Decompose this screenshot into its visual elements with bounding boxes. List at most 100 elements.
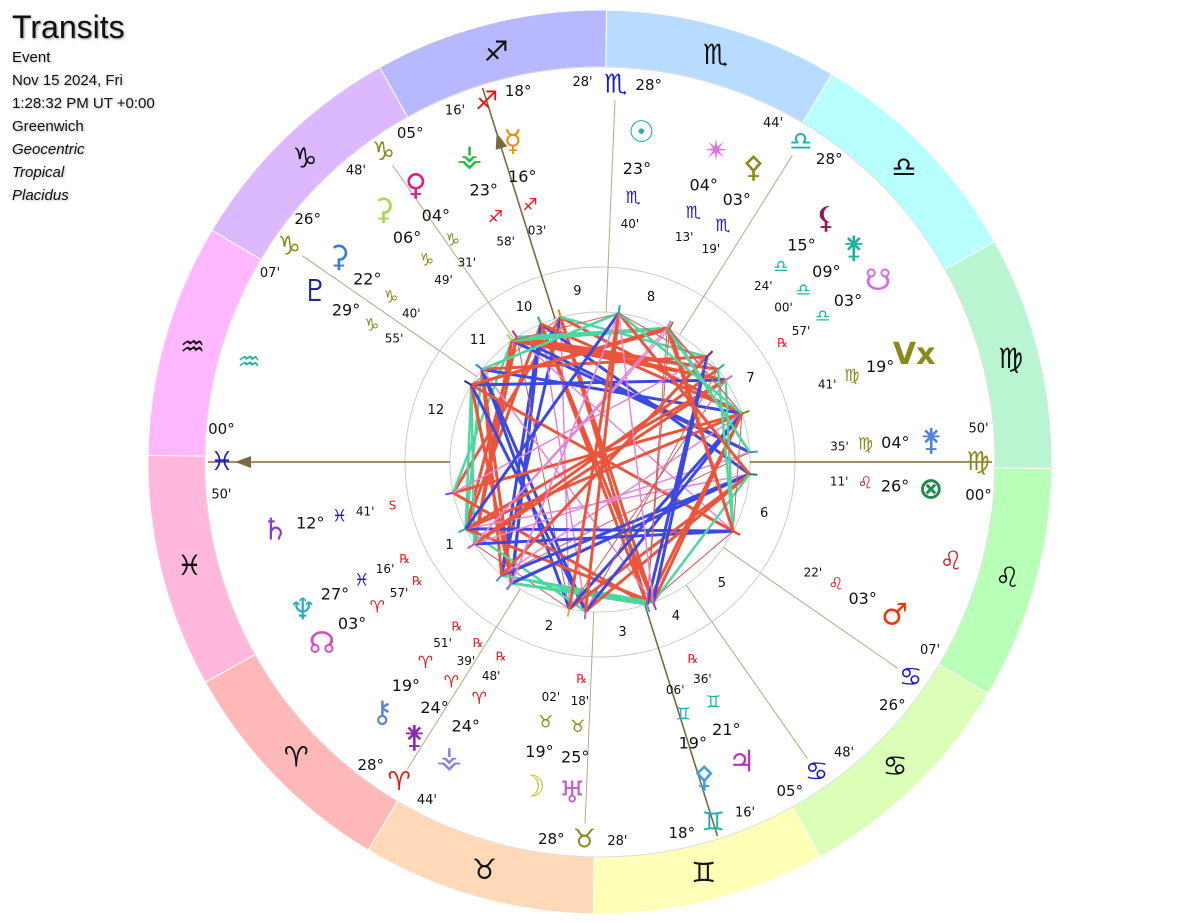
body-minute: 41' — [356, 504, 375, 518]
header-setting: Tropical — [12, 164, 65, 181]
body-degree: 03° — [848, 589, 876, 608]
body-degree: 19° — [679, 734, 707, 753]
body-degree: 03° — [338, 614, 366, 633]
body-tick — [741, 410, 750, 415]
cusp-minute: 48' — [346, 163, 366, 178]
body-glyph: ⚵︎ — [920, 423, 942, 458]
cusp-minute: 28' — [607, 834, 627, 849]
body-minute: 55' — [385, 332, 404, 346]
body-sign: ♑︎ — [445, 231, 460, 251]
body-glyph: ☊︎ — [309, 626, 336, 661]
cusp-minute: 50' — [968, 421, 988, 436]
body-sign: ♈︎ — [444, 673, 459, 693]
body-sign: ♉︎ — [538, 712, 553, 732]
body-glyph: ⚴︎ — [742, 150, 764, 185]
aspect-line — [465, 527, 734, 533]
body-glyph: ⚶︎ — [457, 139, 483, 174]
body-glyph: ⚳︎ — [373, 193, 395, 228]
body-degree: 03° — [723, 190, 751, 209]
retrograde-mark: ℞ — [473, 636, 484, 650]
header-line: Greenwich — [12, 118, 84, 135]
body-minute: 57' — [390, 586, 409, 600]
body-minute: 58' — [496, 234, 515, 248]
body-minute: 03' — [528, 223, 547, 237]
aspect-line — [500, 355, 708, 577]
cusp-sign: ♈︎ — [387, 767, 410, 797]
body-glyph: ✴︎ — [704, 134, 729, 169]
body-minute: 41' — [818, 377, 837, 391]
body-degree: 23° — [470, 180, 498, 199]
body-tick — [725, 374, 733, 381]
cusp-sign: ♎︎ — [789, 127, 812, 157]
cusp-degree: 26° — [879, 696, 906, 714]
house-number: 7 — [746, 371, 754, 386]
body-tick — [557, 309, 562, 318]
body-sign: ♍︎ — [858, 435, 873, 455]
body-minute: 51' — [433, 636, 452, 650]
body-tick — [668, 321, 674, 330]
body-tick — [749, 450, 758, 454]
cusp-minute: 50' — [211, 488, 231, 503]
body-glyph: ⚵︎ — [843, 231, 865, 266]
retrograde-mark: ℞ — [452, 620, 463, 634]
body-minute: 06' — [666, 683, 685, 697]
body-degree: 19° — [525, 742, 553, 761]
body-sign: ♐︎ — [488, 207, 503, 227]
axis-arrow — [495, 132, 508, 150]
station-mark: S — [389, 499, 397, 513]
body-sign: ♌︎ — [828, 575, 843, 595]
aspect-line — [470, 326, 668, 387]
house-number: 3 — [618, 625, 626, 640]
intercepted-sign: ♒︎ — [237, 347, 260, 377]
cusp-line — [679, 155, 793, 336]
cusp-line — [407, 588, 521, 769]
body-tick — [445, 491, 454, 496]
house-number: 11 — [470, 333, 487, 348]
body-sign: ♈︎ — [370, 597, 385, 617]
aspect-line — [584, 313, 621, 612]
aspect-line — [646, 327, 668, 605]
aspect-line — [617, 312, 743, 415]
zodiac-glyph: ♓︎ — [177, 549, 202, 582]
body-tick — [511, 329, 518, 338]
body-tick — [717, 363, 725, 371]
aspect-line — [465, 412, 743, 531]
house-number: 9 — [573, 284, 581, 299]
header: Transits Event Nov 15 2024, Fri 1:28:32 PM… — [12, 8, 155, 207]
zodiac-glyph: ♊︎ — [691, 856, 716, 889]
body-degree: 04° — [690, 175, 718, 194]
cusp-degree: 00° — [208, 420, 235, 438]
body-degree: 12° — [296, 513, 324, 532]
body-tick — [617, 305, 621, 314]
body-tick — [732, 530, 741, 536]
body-sign: ♑︎ — [364, 315, 379, 335]
aspect-line — [540, 322, 743, 415]
cusp-line — [302, 255, 477, 377]
cusp-sign: ♋︎ — [899, 662, 922, 692]
header-line: 1:28:32 PM UT +0:00 — [12, 95, 155, 112]
body-minute: 19' — [702, 242, 721, 256]
axis-arrow — [235, 456, 251, 468]
body-degree: 03° — [834, 291, 862, 310]
body-sign: ♍︎ — [844, 366, 859, 386]
body-glyph: ☿︎ — [504, 124, 522, 159]
body-sign: ♎︎ — [796, 281, 811, 301]
cusp-line — [584, 611, 595, 824]
aspect-line — [584, 412, 744, 613]
body-degree: 09° — [812, 262, 840, 281]
body-degree: 19° — [866, 357, 894, 376]
body-glyph: ⊗ — [918, 471, 943, 506]
cusp-minute: 07' — [920, 643, 940, 658]
retrograde-mark: ℞ — [399, 552, 410, 566]
header-line: Event — [12, 49, 51, 66]
body-minute: 16' — [376, 562, 395, 576]
body-sign: ♌︎ — [857, 474, 872, 494]
body-sign: ♐︎ — [523, 195, 538, 215]
zodiac-glyph: ♉︎ — [472, 853, 497, 886]
aspect-line — [511, 312, 619, 342]
cusp-sign: ♑︎ — [278, 232, 301, 262]
zodiac-glyph: ♌︎ — [995, 561, 1020, 594]
cusp-sign: ♓︎ — [210, 447, 233, 477]
